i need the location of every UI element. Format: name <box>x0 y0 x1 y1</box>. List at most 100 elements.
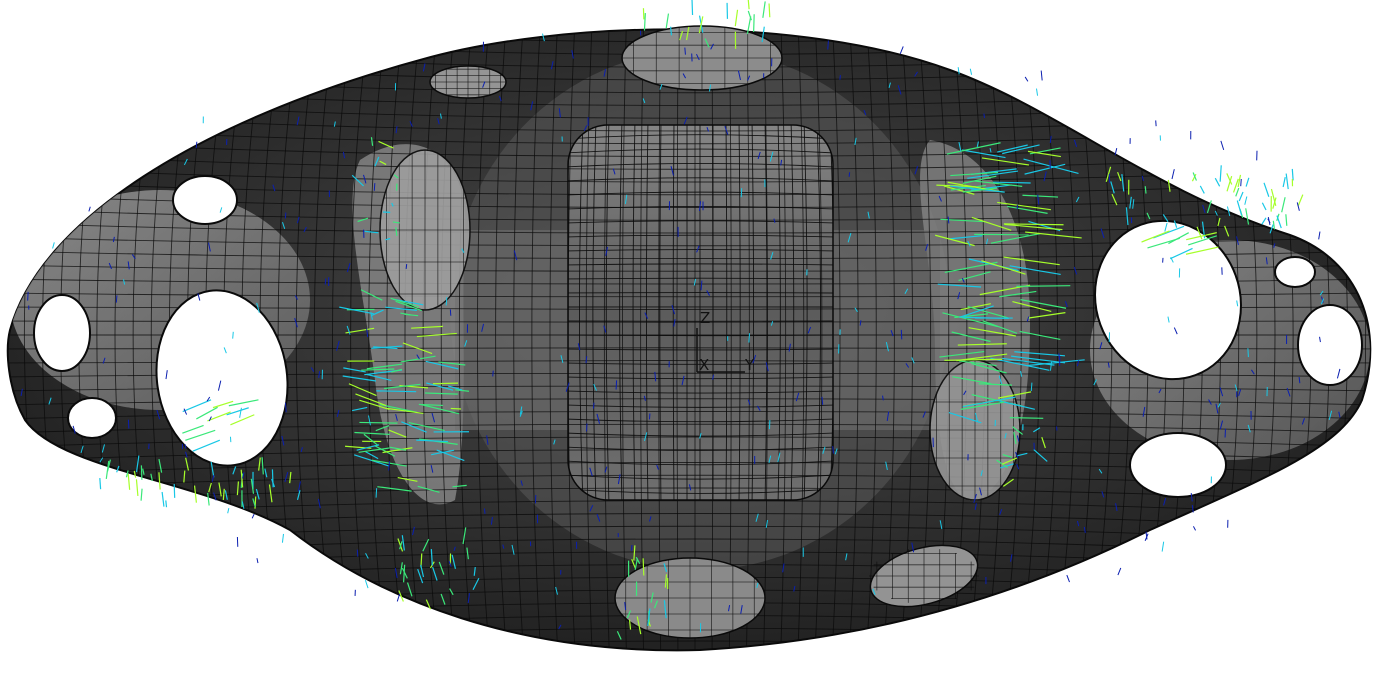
vector-arrow <box>696 245 700 253</box>
vector-arrow <box>208 416 212 422</box>
vector-arrow <box>437 118 440 125</box>
vector-arrow <box>948 235 983 240</box>
vector-arrow <box>882 395 884 401</box>
vector-arrow <box>963 390 967 396</box>
vector-arrow <box>217 380 222 391</box>
vector-arrow <box>416 332 457 338</box>
vector-arrow <box>99 457 104 463</box>
vector-arrow <box>399 562 403 575</box>
vector-arrow <box>565 382 570 392</box>
vector-arrow <box>1186 232 1217 241</box>
mesh-line <box>568 418 833 423</box>
vector-arrow <box>230 414 255 426</box>
vector-arrow <box>241 501 245 509</box>
vector-arrow <box>142 468 145 475</box>
vector-arrow <box>1328 410 1333 421</box>
vector-arrow <box>445 297 448 306</box>
vector-arrow <box>1121 174 1125 192</box>
vector-arrow <box>1004 223 1063 231</box>
vector-arrow <box>336 340 340 351</box>
vector-arrow <box>271 469 274 488</box>
vector-arrow <box>80 445 84 454</box>
vector-arrow <box>343 367 366 373</box>
vector-arrow <box>943 185 975 195</box>
vector-arrow <box>52 242 55 249</box>
vector-arrow <box>1276 215 1282 229</box>
vector-arrow <box>135 479 139 497</box>
vector-arrow <box>1107 362 1110 368</box>
vector-arrow <box>1267 216 1271 226</box>
vector-arrow <box>366 363 403 370</box>
vector-arrow <box>396 593 401 602</box>
vector-arrow <box>388 429 407 438</box>
vector-arrow <box>1117 567 1122 576</box>
vector-arrow <box>890 330 894 337</box>
vector-arrow <box>696 53 700 61</box>
vector-arrow <box>425 599 432 610</box>
vector-arrow <box>239 407 242 418</box>
hole-right-large <box>1094 219 1242 381</box>
vector-arrow <box>418 403 444 407</box>
vector-arrow <box>1158 388 1162 394</box>
vector-arrow <box>558 624 562 630</box>
vector-arrow <box>1007 205 1048 214</box>
vector-arrow <box>1023 158 1079 174</box>
vector-arrow <box>416 439 448 443</box>
vector-arrow <box>685 26 690 41</box>
mesh-line <box>751 125 755 500</box>
vector-arrow <box>1199 185 1205 194</box>
vector-arrow <box>659 83 663 90</box>
vector-arrow <box>968 327 1017 337</box>
vector-arrow <box>366 328 369 338</box>
vector-arrow <box>1272 220 1276 230</box>
vector-arrow <box>125 470 129 478</box>
vector-arrow <box>1024 163 1066 175</box>
vector-arrow <box>449 588 454 596</box>
vector-arrow <box>958 360 997 367</box>
vector-arrow <box>182 424 204 434</box>
vector-arrow <box>99 478 102 490</box>
vector-arrow <box>1100 228 1105 239</box>
vector-arrow <box>339 306 374 315</box>
vector-arrow <box>834 448 838 455</box>
mesh-line <box>568 263 833 266</box>
vector-arrow <box>382 447 413 454</box>
vector-arrow <box>439 113 442 119</box>
vector-arrow <box>1161 541 1165 552</box>
mesh-line <box>777 125 781 500</box>
mesh-line <box>568 220 833 224</box>
vector-arrow <box>165 500 168 508</box>
vector-arrow <box>553 439 556 445</box>
vector-arrow <box>156 409 161 420</box>
vector-arrow <box>768 455 772 464</box>
vector-arrow <box>256 302 260 313</box>
vector-arrow <box>1016 435 1020 442</box>
mesh-line <box>619 125 623 500</box>
vector-arrow <box>962 396 1016 408</box>
vector-arrow <box>1247 424 1251 433</box>
vector-arrow <box>1167 179 1171 192</box>
vector-arrow <box>728 605 731 612</box>
vector-arrow <box>294 317 298 328</box>
vector-arrow <box>1000 463 1014 469</box>
vector-arrow <box>346 325 351 335</box>
vector-arrow <box>1190 493 1193 502</box>
vector-arrow <box>854 137 857 146</box>
vector-arrow <box>768 3 771 18</box>
vector-arrow <box>1020 299 1067 309</box>
vector-arrow <box>997 201 1051 211</box>
vector-arrow <box>765 362 769 372</box>
vector-arrow <box>914 166 919 175</box>
vector-arrow <box>346 263 351 273</box>
vector-arrow <box>969 68 973 75</box>
vector-arrow <box>102 357 106 364</box>
mesh-line <box>7 640 1371 651</box>
hole-left-upper <box>33 294 91 372</box>
vector-arrow <box>643 432 648 441</box>
vector-arrow <box>979 487 982 496</box>
vector-arrow <box>1019 330 1061 341</box>
vector-arrow <box>624 602 627 611</box>
vector-arrow <box>431 412 436 423</box>
vector-arrow <box>631 559 636 569</box>
